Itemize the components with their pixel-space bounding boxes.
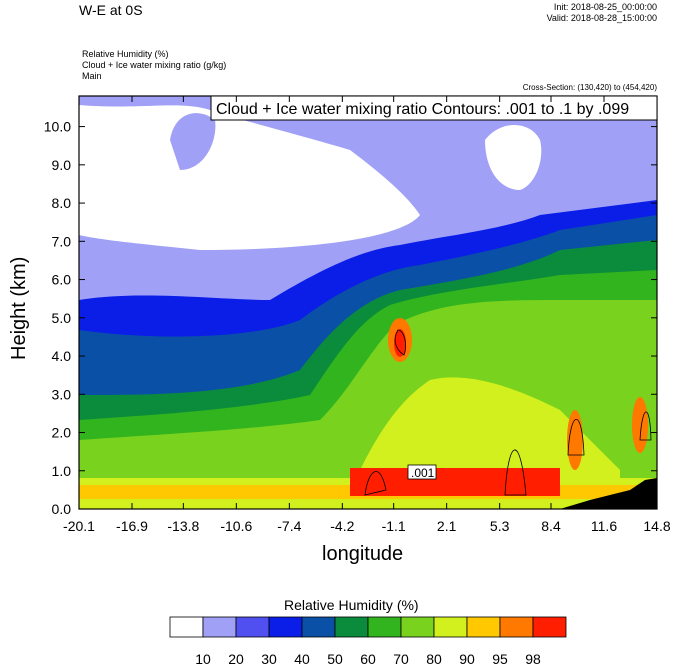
contour-note: Cloud + Ice water mixing ratio Contours:… xyxy=(210,95,658,121)
cloud-contour xyxy=(394,329,406,356)
valid-time: Valid: 2018-08-28_15:00:00 xyxy=(546,13,657,23)
x-tick-label: -7.4 xyxy=(277,518,301,534)
x-tick-label: 8.4 xyxy=(541,518,561,534)
y-tick-label: 0.0 xyxy=(52,501,72,517)
x-tick-label: -20.1 xyxy=(63,518,95,534)
colorbar-swatch xyxy=(334,616,369,638)
x-tick-label: 14.8 xyxy=(643,518,670,534)
colorbar-label: 10 xyxy=(195,651,211,667)
colorbar-title: Relative Humidity (%) xyxy=(284,597,419,613)
x-tick-label: -10.6 xyxy=(220,518,252,534)
colorbar-swatch xyxy=(268,616,303,638)
colorbar-swatch xyxy=(433,616,468,638)
convective-core-98 xyxy=(350,468,560,496)
x-tick-label: 5.3 xyxy=(490,518,510,534)
cloud-contours xyxy=(364,329,652,496)
colorbar-label: 80 xyxy=(426,651,442,667)
contour-note-text: Cloud + Ice water mixing ratio Contours:… xyxy=(216,101,629,118)
colorbar-swatch xyxy=(400,616,435,638)
heatmap-field xyxy=(79,96,657,509)
mid-level-core-98 xyxy=(394,329,406,357)
cloud-contour xyxy=(364,471,387,496)
rh-band-10-right xyxy=(485,125,542,190)
init-time: Init: 2018-08-25_00:00:00 xyxy=(553,2,657,12)
colorbar-swatch xyxy=(202,616,237,638)
y-tick-label: 4.0 xyxy=(52,348,72,364)
colorbar-label: 95 xyxy=(492,651,508,667)
x-tick-label: 2.1 xyxy=(437,518,457,534)
rh-band-10-left xyxy=(79,105,420,250)
y-tick-label: 7.0 xyxy=(52,233,72,249)
contour-label-text: .001 xyxy=(411,466,435,480)
right-core-95-b xyxy=(632,397,648,453)
y-tick-label: 3.0 xyxy=(52,386,72,402)
x-axis-title: longitude xyxy=(322,543,404,565)
y-tick-label: 2.0 xyxy=(52,425,72,441)
rh-band-20-pocket xyxy=(170,113,216,170)
y-tick-label: 9.0 xyxy=(52,157,72,173)
colorbar-swatch xyxy=(367,616,402,638)
y-tick-label: 1.0 xyxy=(52,463,72,479)
colorbar-label: 30 xyxy=(261,651,277,667)
colorbar-label: 90 xyxy=(459,651,475,667)
cross-section-label: Cross-Section: (130,420) to (454,420) xyxy=(522,83,657,92)
cloud-contour xyxy=(639,411,652,441)
x-axis: -20.1 -16.9 -13.8 -10.6 -7.4 -4.2 -1.1 2.1 5.3 8.… xyxy=(63,96,671,534)
colorbar-swatch xyxy=(532,616,567,638)
cloud-contour xyxy=(567,419,585,456)
colorbar-swatch xyxy=(301,616,336,638)
cloud-contour xyxy=(504,449,527,496)
y-tick-label: 10.0 xyxy=(44,119,71,135)
colorbar: 10 20 30 40 50 60 70 80 90 95 98 xyxy=(169,616,567,667)
colorbar-swatch xyxy=(235,616,270,638)
colorbar-swatch xyxy=(499,616,534,638)
plot-title: W-E at 0S xyxy=(79,2,143,18)
x-tick-label: 11.6 xyxy=(591,518,617,534)
y-axis-title: Height (km) xyxy=(8,256,30,360)
terrain xyxy=(560,478,657,509)
y-tick-label: 8.0 xyxy=(52,195,72,211)
colorbar-label: 50 xyxy=(327,651,343,667)
colorbar-label: 40 xyxy=(294,651,310,667)
contour-label: .001 xyxy=(407,464,437,480)
colorbar-label: 98 xyxy=(525,651,541,667)
domain-label: Main xyxy=(82,71,102,81)
colorbar-label: 70 xyxy=(393,651,409,667)
x-tick-label: -13.8 xyxy=(167,518,199,534)
variable-label-rh: Relative Humidity (%) xyxy=(82,49,169,59)
colorbar-label: 60 xyxy=(360,651,376,667)
y-tick-label: 6.0 xyxy=(52,272,72,288)
colorbar-label: 20 xyxy=(228,651,244,667)
x-tick-label: -16.9 xyxy=(116,518,148,534)
x-tick-label: -4.2 xyxy=(330,518,354,534)
x-tick-label: -1.1 xyxy=(382,518,406,534)
y-tick-label: 5.0 xyxy=(52,310,72,326)
variable-label-cloud: Cloud + Ice water mixing ratio (g/kg) xyxy=(82,60,227,70)
y-axis: 0.0 1.0 2.0 3.0 4.0 5.0 6.0 7.0 8.0 9.0 10.0 xyxy=(44,119,657,517)
colorbar-swatch xyxy=(466,616,501,638)
colorbar-swatch xyxy=(169,616,204,638)
